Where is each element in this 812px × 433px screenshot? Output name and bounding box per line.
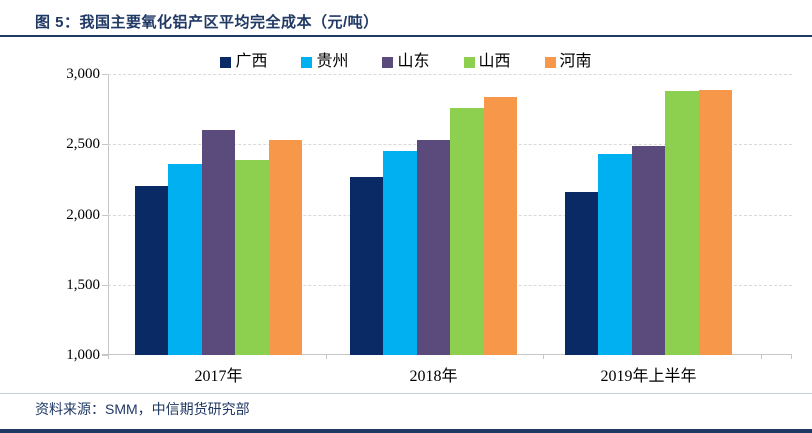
- category-tick: [791, 355, 792, 359]
- category-tick: [543, 355, 544, 359]
- y-axis-label: 3,000: [66, 66, 100, 82]
- plot-area: [102, 74, 792, 359]
- legend-label: 山西: [478, 53, 511, 70]
- source-note: 资料来源：SMM，中信期货研究部: [35, 401, 250, 417]
- legend-label: 山东: [397, 53, 430, 70]
- bar-广西-2017年: [135, 186, 169, 355]
- bar-广西-2018年: [350, 176, 384, 355]
- bar-贵州-2019年上半年: [598, 154, 632, 355]
- legend-item: 山西: [463, 53, 511, 70]
- figure-title: 图 5：我国主要氧化铝产区平均完全成本（元/吨）: [35, 14, 379, 31]
- bar-山西-2018年: [450, 107, 484, 355]
- bar-山西-2017年: [235, 159, 269, 355]
- bar-山东-2019年上半年: [631, 145, 666, 355]
- legend-item: 广西: [220, 54, 267, 70]
- bar-山东-2017年: [201, 130, 236, 355]
- legend-swatch-icon: [382, 56, 394, 68]
- category-tick: [325, 355, 327, 359]
- bar-河南-2018年: [483, 96, 517, 355]
- y-axis-label: 1,000: [66, 347, 100, 363]
- legend-swatch-icon: [544, 56, 556, 68]
- legend-label: 河南: [559, 53, 592, 70]
- legend-item: 河南: [544, 53, 592, 70]
- bar-河南-2019年上半年: [698, 89, 732, 355]
- legend-label: 贵州: [316, 53, 349, 70]
- chart-legend: 广西 贵州 山东 山西 河南: [0, 52, 812, 72]
- source-divider: [0, 393, 812, 394]
- y-axis-tick: [102, 74, 108, 75]
- x-axis-label: 2019年上半年: [600, 368, 697, 385]
- bar-贵州-2018年: [383, 151, 417, 355]
- y-axis-label: 1,500: [66, 276, 100, 293]
- category-tick: [108, 355, 109, 359]
- y-axis-label: 2,000: [66, 206, 100, 223]
- footer-rule: [0, 429, 812, 433]
- bar-山东-2018年: [416, 140, 451, 355]
- legend-item: 山东: [382, 53, 430, 70]
- bar-河南-2017年: [268, 140, 302, 355]
- title-divider: [0, 35, 812, 37]
- y-axis-tick: [102, 144, 108, 146]
- x-axis-label: 2017年: [194, 368, 243, 385]
- y-axis-tick: [102, 214, 108, 216]
- legend-item: 贵州: [301, 54, 348, 70]
- legend-label: 广西: [235, 53, 268, 70]
- legend-swatch-icon: [463, 56, 475, 68]
- bar-贵州-2017年: [168, 163, 202, 355]
- gridline: [108, 74, 792, 75]
- legend-swatch-icon: [301, 56, 313, 68]
- y-axis-tick: [102, 355, 108, 356]
- y-axis-tick: [102, 284, 108, 286]
- x-axis-label: 2018年: [409, 368, 458, 385]
- bar-山西-2019年上半年: [665, 90, 699, 355]
- y-axis-label: 2,500: [66, 136, 100, 153]
- category-tick: [760, 355, 762, 359]
- legend-swatch-icon: [220, 56, 232, 68]
- bar-广西-2019年上半年: [565, 192, 599, 355]
